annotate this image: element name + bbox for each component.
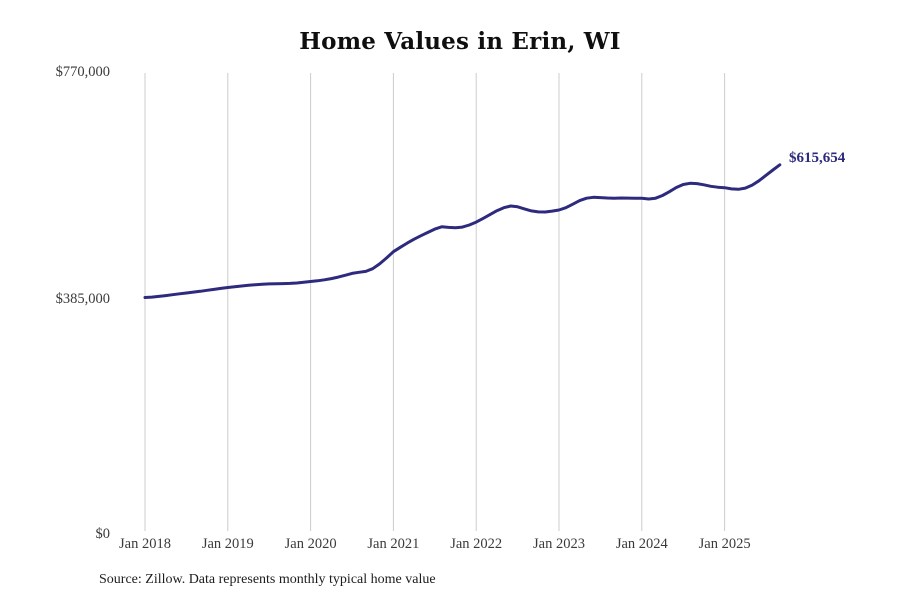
home-value-line — [143, 163, 782, 299]
x-axis-tick-label: Jan 2022 — [450, 536, 503, 552]
x-axis-tick-label: Jan 2019 — [201, 536, 254, 552]
latest-value-annotation: $615,654 — [789, 150, 846, 166]
x-axis-tick-label: Jan 2025 — [698, 536, 751, 552]
x-axis-tick-label: Jan 2023 — [533, 536, 585, 552]
x-axis-tick-label: Jan 2020 — [284, 536, 337, 552]
chart-title: Home Values in Erin, WI — [299, 28, 621, 55]
y-axis-tick-label-385000: $385,000 — [55, 291, 110, 307]
x-axis-tick-label: Jan 2024 — [615, 536, 668, 552]
x-axis-tick-label: Jan 2021 — [367, 536, 420, 552]
y-axis-tick-label-0: $0 — [95, 526, 111, 542]
x-axis-tick-label: Jan 2018 — [119, 536, 171, 552]
source-note: Source: Zillow. Data represents monthly … — [99, 572, 436, 587]
y-axis-tick-label-770000: $770,000 — [55, 64, 110, 80]
